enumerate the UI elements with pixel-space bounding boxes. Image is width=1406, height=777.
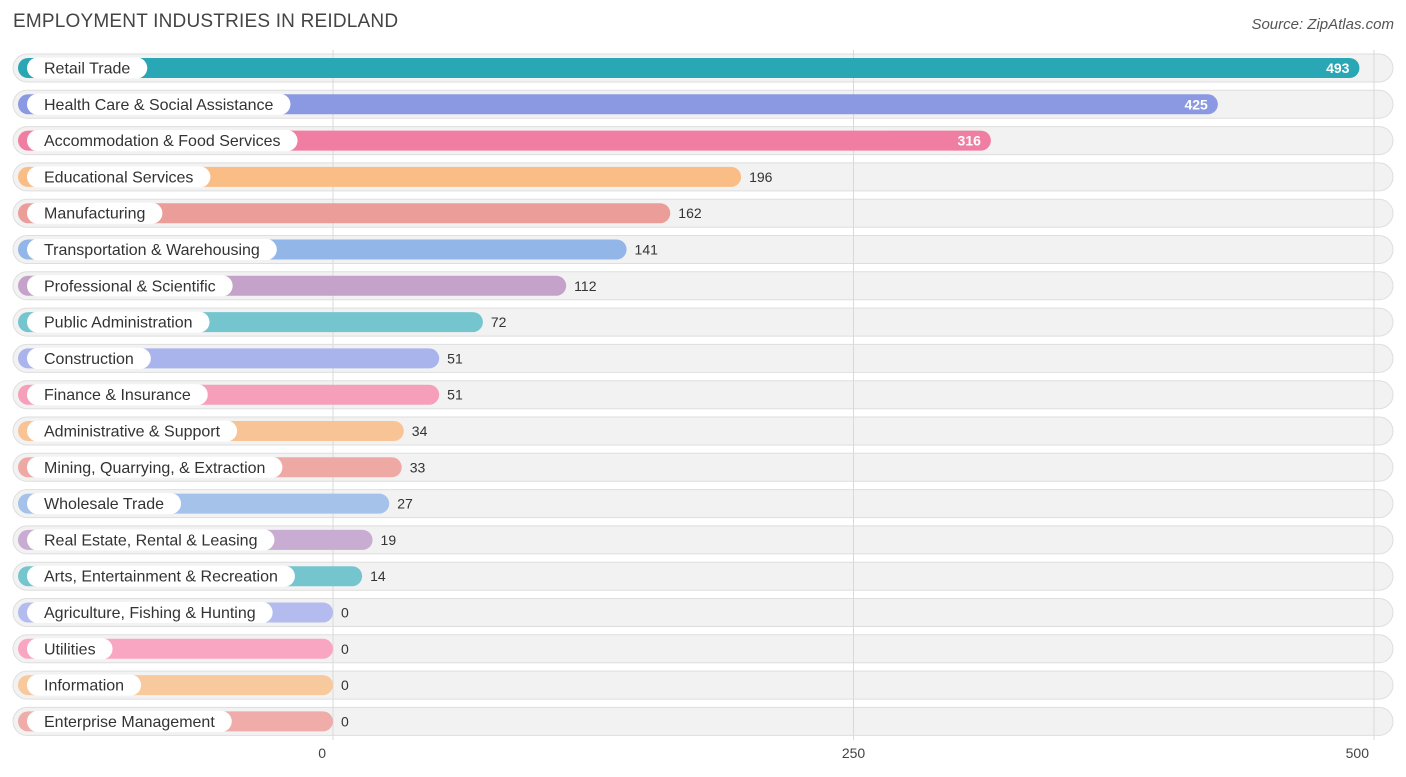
category-label: Manufacturing — [44, 206, 145, 223]
value-label: 0 — [341, 641, 349, 657]
value-label: 27 — [397, 496, 413, 512]
category-label: Health Care & Social Assistance — [44, 97, 274, 114]
value-label: 425 — [1184, 96, 1208, 112]
value-label: 112 — [574, 278, 597, 294]
category-label-pill — [27, 202, 163, 224]
category-label: Information — [44, 678, 124, 695]
category-label: Agriculture, Fishing & Hunting — [44, 605, 256, 622]
value-label: 14 — [370, 568, 386, 584]
category-label: Educational Services — [44, 169, 193, 186]
category-label-pill — [27, 565, 295, 587]
category-label-pill — [27, 710, 232, 732]
chart-title: EMPLOYMENT INDUSTRIES IN REIDLAND — [13, 11, 399, 32]
value-label: 196 — [749, 169, 773, 185]
value-label: 51 — [447, 350, 463, 366]
value-label: 72 — [491, 314, 507, 330]
category-label: Retail Trade — [44, 61, 130, 78]
value-label: 316 — [958, 133, 982, 149]
value-label: 162 — [678, 205, 702, 221]
bar-retail-trade — [18, 58, 1360, 78]
value-label: 51 — [447, 387, 463, 403]
row-track — [12, 706, 1394, 736]
category-label-pill — [27, 311, 210, 333]
x-tick-label: 500 — [1346, 745, 1370, 761]
value-label: 0 — [341, 605, 349, 621]
category-label-pill — [27, 456, 283, 478]
row-track — [12, 670, 1394, 700]
value-label: 0 — [341, 677, 349, 693]
category-label: Transportation & Warehousing — [44, 242, 260, 259]
category-label: Professional & Scientific — [44, 278, 216, 295]
category-label-pill — [27, 674, 142, 696]
category-label-pill — [27, 275, 233, 297]
category-label: Real Estate, Rental & Leasing — [44, 532, 257, 549]
category-label: Public Administration — [44, 315, 193, 332]
row-track — [12, 598, 1394, 627]
category-label: Finance & Insurance — [44, 387, 191, 404]
category-label-pill — [27, 239, 277, 260]
category-label-pill — [27, 602, 273, 623]
value-label: 19 — [381, 532, 397, 548]
bar-manufacturing — [18, 203, 671, 224]
category-label: Wholesale Trade — [44, 496, 164, 513]
category-label: Construction — [44, 351, 134, 368]
value-label: 0 — [341, 713, 349, 729]
category-label-pill — [27, 93, 291, 115]
bar-health-care-social-assistance — [18, 94, 1218, 115]
value-label: 34 — [412, 423, 428, 439]
category-label: Enterprise Management — [44, 714, 215, 731]
category-label-pill — [27, 420, 238, 442]
category-label: Mining, Quarrying, & Extraction — [44, 460, 265, 477]
category-label: Arts, Entertainment & Recreation — [44, 569, 278, 586]
chart-source: Source: ZipAtlas.com — [1251, 16, 1394, 33]
category-label-pill — [27, 130, 298, 152]
category-label-pill — [27, 347, 151, 369]
category-label: Administrative & Support — [44, 424, 221, 441]
value-label: 33 — [410, 459, 426, 475]
value-label: 141 — [635, 242, 659, 258]
value-label: 493 — [1326, 60, 1350, 76]
row-track — [12, 634, 1394, 664]
category-label-pill — [27, 529, 275, 551]
category-label: Utilities — [44, 641, 96, 658]
category-label-pill — [27, 638, 113, 660]
category-label-pill — [27, 166, 211, 188]
category-label: Accommodation & Food Services — [44, 133, 281, 150]
x-tick-label: 250 — [842, 745, 866, 761]
x-tick-label: 0 — [318, 745, 326, 761]
category-label-pill — [27, 493, 182, 515]
category-label-pill — [27, 384, 208, 406]
category-label-pill — [27, 57, 148, 79]
